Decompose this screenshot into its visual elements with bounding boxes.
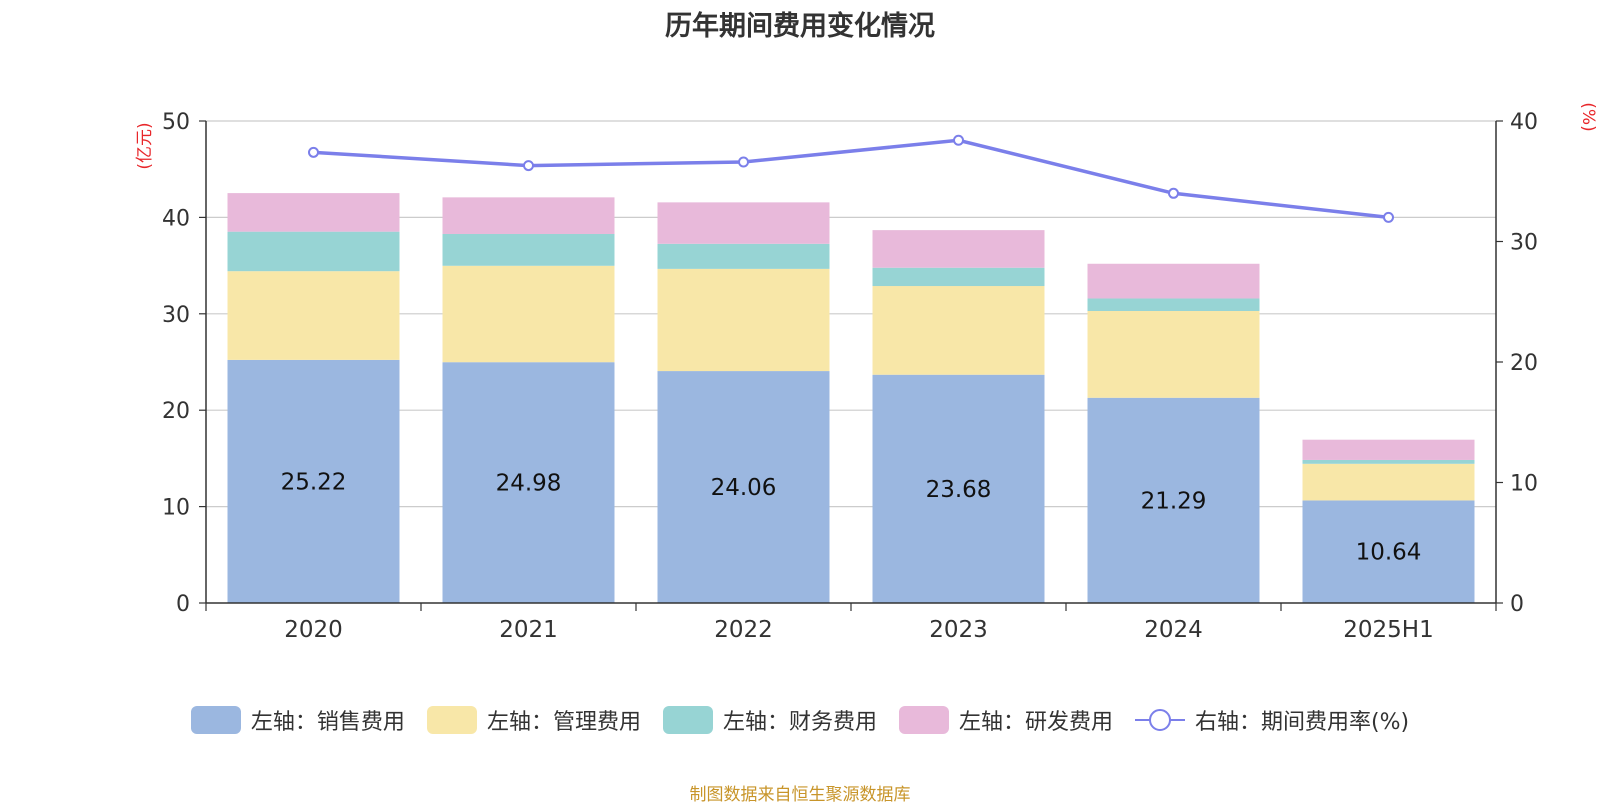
left-axis-tick-label: 20 <box>162 399 190 424</box>
bar-segment <box>657 202 830 244</box>
legend-item[interactable]: 左轴：销售费用 <box>190 704 405 736</box>
legend-swatch <box>662 706 713 734</box>
rate-point <box>308 146 319 158</box>
x-axis-tick-label: 2025H1 <box>1343 617 1433 643</box>
source-note: 制图数据来自恒生聚源数据库 <box>689 785 911 805</box>
right-axis-tick-label: 30 <box>1510 231 1538 256</box>
x-axis-tick-label: 2024 <box>1144 617 1203 643</box>
bar-data-label: 25.22 <box>281 469 347 495</box>
bar-data-label: 23.68 <box>926 477 992 503</box>
rate-point <box>1383 211 1394 223</box>
x-axis-tick-label: 2023 <box>929 617 988 643</box>
right-axis-tick-label: 20 <box>1510 351 1538 376</box>
rate-line <box>313 138 1389 220</box>
bar-segment <box>227 359 400 603</box>
right-axis-unit-label: (%) <box>1578 102 1598 131</box>
bar-segment <box>442 197 615 234</box>
bar-segment <box>442 362 615 603</box>
bar-segment <box>657 243 830 269</box>
x-axis-tick-label: 2021 <box>499 617 558 643</box>
bar-data-label: 24.06 <box>711 475 777 501</box>
bar-segment <box>657 268 830 372</box>
chart-plot: 25.22 24.98 24.06 23.68 21.29 10.64 0 10 20 30 40… <box>135 102 1598 643</box>
legend-swatch <box>190 706 241 734</box>
legend-item[interactable]: 左轴：管理费用 <box>426 704 641 736</box>
bar-data-label: 21.29 <box>1141 488 1207 514</box>
bar-segment <box>1087 298 1260 312</box>
bar-segment <box>872 267 1045 287</box>
x-axis-tick-label: 2020 <box>284 617 343 643</box>
bar-series <box>227 193 1475 603</box>
left-axis-tick-label: 10 <box>162 496 190 521</box>
bar-segment <box>872 286 1045 375</box>
bar-segment <box>1302 439 1475 460</box>
bar-data-label: 24.98 <box>496 471 562 497</box>
bar-segment <box>1087 263 1260 299</box>
rate-point <box>1168 187 1179 199</box>
right-axis-tick-label: 40 <box>1510 110 1538 135</box>
left-axis-tick-label: 40 <box>162 206 190 231</box>
bar-data-label: 10.64 <box>1356 540 1422 566</box>
right-axis-tick-label: 0 <box>1510 592 1524 617</box>
legend-item[interactable]: 右轴：期间费用率(%) <box>1134 704 1410 736</box>
legend-swatch <box>898 706 949 734</box>
rate-point <box>738 156 749 168</box>
legend-label: 右轴：期间费用率(%) <box>1194 710 1410 735</box>
bar-segment <box>1087 311 1260 398</box>
left-axis-tick-label: 30 <box>162 303 190 328</box>
chart-legend: 左轴：销售费用 左轴：管理费用 左轴：财务费用 左轴：研发费用 右轴：期间费用率(%) <box>0 704 1600 736</box>
rate-line-series <box>308 134 1394 223</box>
bar-segment <box>1087 397 1260 603</box>
bar-segment <box>872 374 1045 603</box>
bar-segment <box>1302 500 1475 603</box>
bar-segment <box>442 265 615 363</box>
bar-segment <box>872 230 1045 268</box>
bar-segment <box>227 271 400 360</box>
chart-title: 历年期间费用变化情况 <box>665 11 935 42</box>
right-axis-tick-label: 10 <box>1510 472 1538 497</box>
left-axis-unit-label: (亿元) <box>135 122 155 169</box>
legend-label: 左轴：管理费用 <box>486 710 641 735</box>
legend-label: 左轴：研发费用 <box>958 710 1113 735</box>
legend-swatch <box>426 706 477 734</box>
grid-lines <box>206 120 1496 508</box>
rate-point <box>953 134 964 146</box>
bar-data-labels: 25.22 24.98 24.06 23.68 21.29 10.64 <box>281 469 1422 565</box>
left-axis-tick-label: 0 <box>176 592 190 617</box>
bar-segment <box>1302 463 1475 501</box>
bar-segment <box>657 371 830 603</box>
x-axis-tick-label: 2022 <box>714 617 773 643</box>
left-axis-tick-label: 50 <box>162 110 190 135</box>
bar-segment <box>227 193 400 232</box>
legend-label: 左轴：销售费用 <box>250 710 405 735</box>
axes: 0 10 20 30 40 50 0 10 20 30 40 2020 2021 2022 2023 2024… <box>135 102 1598 643</box>
bar-segment <box>227 231 400 272</box>
legend-line-marker-icon <box>1134 709 1185 731</box>
legend-item[interactable]: 左轴：财务费用 <box>662 704 877 736</box>
rate-point <box>523 160 534 172</box>
legend-item[interactable]: 左轴：研发费用 <box>898 704 1113 736</box>
bar-segment <box>1302 459 1475 464</box>
legend-label: 左轴：财务费用 <box>722 710 877 735</box>
bar-segment <box>442 233 615 266</box>
